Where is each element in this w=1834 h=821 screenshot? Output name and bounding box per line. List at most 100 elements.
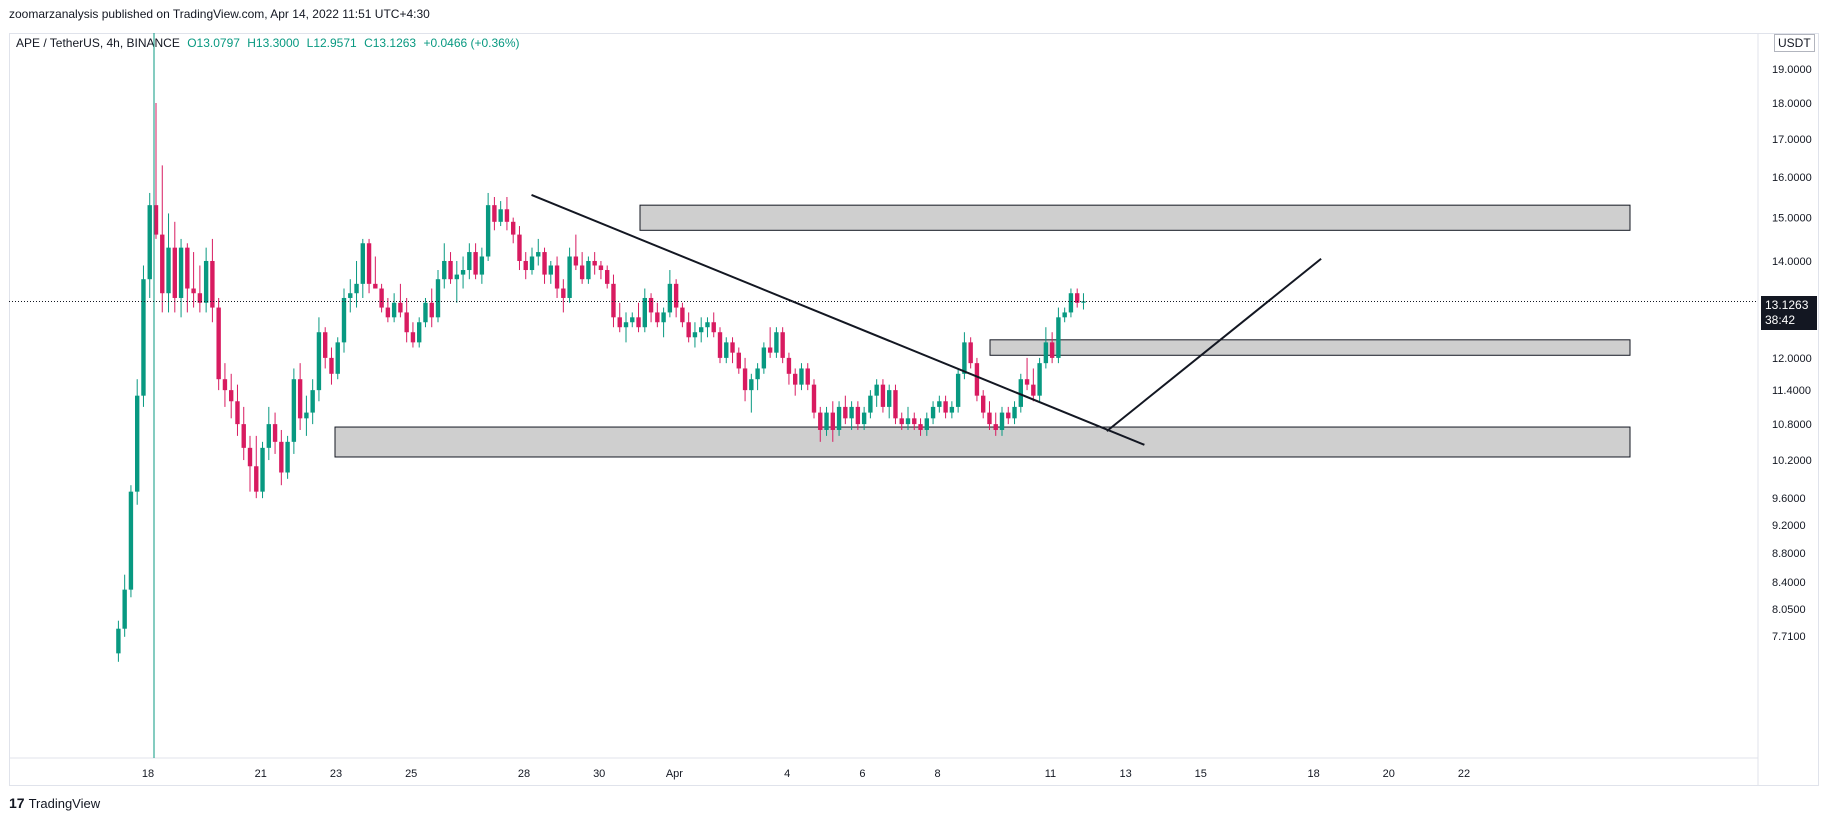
candle-body xyxy=(310,390,315,413)
candle-body xyxy=(1031,384,1036,396)
footer-brand[interactable]: TradingView xyxy=(28,795,101,811)
candle-body xyxy=(912,418,917,425)
candle-body xyxy=(868,395,873,413)
zone-box-3 xyxy=(334,426,1631,458)
candle-body xyxy=(222,379,228,391)
candle-body xyxy=(955,373,961,407)
candle-body xyxy=(974,363,980,396)
trendline-layer xyxy=(531,194,1322,446)
x-tick-label: 30 xyxy=(593,768,605,780)
candle-body xyxy=(630,317,635,323)
last-price-tag: 13.1263 38:42 xyxy=(1761,296,1817,331)
candle-body xyxy=(429,302,434,318)
candle-body xyxy=(166,247,171,294)
candle-body xyxy=(247,447,253,467)
candle-body xyxy=(730,342,735,353)
candle-body xyxy=(548,265,553,275)
candle-body xyxy=(366,243,372,284)
candle-body xyxy=(316,332,322,391)
candle-body xyxy=(861,412,867,425)
candle-body xyxy=(391,302,397,318)
footer: 17 TradingView xyxy=(9,795,100,811)
currency-selector[interactable]: USDT xyxy=(1774,34,1815,52)
candle-body xyxy=(329,357,334,374)
x-tick-label: 6 xyxy=(859,768,865,780)
candle-body xyxy=(836,406,842,430)
candle-body xyxy=(291,379,297,442)
y-tick-label: 9.6000 xyxy=(1772,493,1806,505)
candle-body xyxy=(567,256,572,298)
zone-layer xyxy=(334,204,1631,458)
candle-body xyxy=(843,406,848,419)
candle-body xyxy=(774,332,779,353)
candle-body xyxy=(410,332,416,343)
candle-body xyxy=(824,412,829,430)
candle-body xyxy=(742,368,748,391)
candle-body xyxy=(1056,317,1061,358)
candle-body xyxy=(523,260,528,271)
candle-body xyxy=(216,307,221,380)
candle-body xyxy=(1075,293,1080,303)
candle-body xyxy=(116,628,121,654)
candle-body xyxy=(655,312,660,323)
candle-body xyxy=(874,384,879,396)
candle-body xyxy=(448,260,453,280)
candle-body xyxy=(799,368,804,385)
candle-body xyxy=(241,424,246,448)
candle-body xyxy=(423,302,428,323)
candle-body xyxy=(504,209,510,222)
candle-body xyxy=(855,406,861,425)
candle-body xyxy=(949,406,955,413)
x-tick-label: 22 xyxy=(1458,768,1470,780)
candle-body xyxy=(993,424,998,430)
candle-body xyxy=(385,307,391,318)
candle-body xyxy=(160,234,165,294)
candle-body xyxy=(780,332,785,358)
candle-body xyxy=(323,332,328,358)
candle-body xyxy=(1006,412,1011,419)
candle-body xyxy=(849,406,854,419)
candle-body xyxy=(404,312,409,333)
close-value: C13.1263 xyxy=(364,36,417,50)
y-tick-label: 9.2000 xyxy=(1772,520,1806,532)
candle-body xyxy=(467,252,472,271)
candle-body xyxy=(122,589,127,629)
candle-body xyxy=(579,265,585,280)
candle-body xyxy=(642,297,647,328)
chart-frame[interactable] xyxy=(9,33,1819,786)
candle-body xyxy=(924,418,929,430)
x-tick-label: 28 xyxy=(518,768,530,780)
candle-body xyxy=(435,279,441,318)
candle-body xyxy=(479,256,485,275)
y-tick-label: 8.0500 xyxy=(1772,604,1806,616)
candle-body xyxy=(454,274,459,280)
candle-body xyxy=(673,283,679,308)
symbol-legend: APE / TetherUS, 4h, BINANCE O13.0797 H13… xyxy=(16,36,520,50)
candle-body xyxy=(1018,379,1023,407)
candle-body xyxy=(297,379,303,419)
candle-body xyxy=(830,412,835,430)
x-tick-label: 18 xyxy=(142,768,154,780)
candle-body xyxy=(636,317,641,328)
candle-body xyxy=(460,270,466,275)
candle-body xyxy=(153,205,159,235)
y-tick-label: 8.4000 xyxy=(1772,577,1806,589)
candle-body xyxy=(605,270,610,284)
candle-body xyxy=(279,441,284,473)
candle-body xyxy=(554,265,560,289)
x-tick-label: 20 xyxy=(1383,768,1395,780)
candle-body xyxy=(178,247,184,298)
x-tick-label: Apr xyxy=(666,768,683,780)
candle-body xyxy=(880,384,886,407)
y-tick-label: 12.0000 xyxy=(1772,353,1812,365)
x-tick-label: 21 xyxy=(255,768,267,780)
candle-body xyxy=(417,322,422,343)
candle-body xyxy=(266,424,271,448)
candle-body xyxy=(987,412,992,425)
candle-body xyxy=(705,322,710,328)
candle-body xyxy=(887,390,892,407)
y-tick-label: 14.0000 xyxy=(1772,256,1812,268)
candle-body xyxy=(304,412,309,419)
candle-body xyxy=(893,390,898,419)
